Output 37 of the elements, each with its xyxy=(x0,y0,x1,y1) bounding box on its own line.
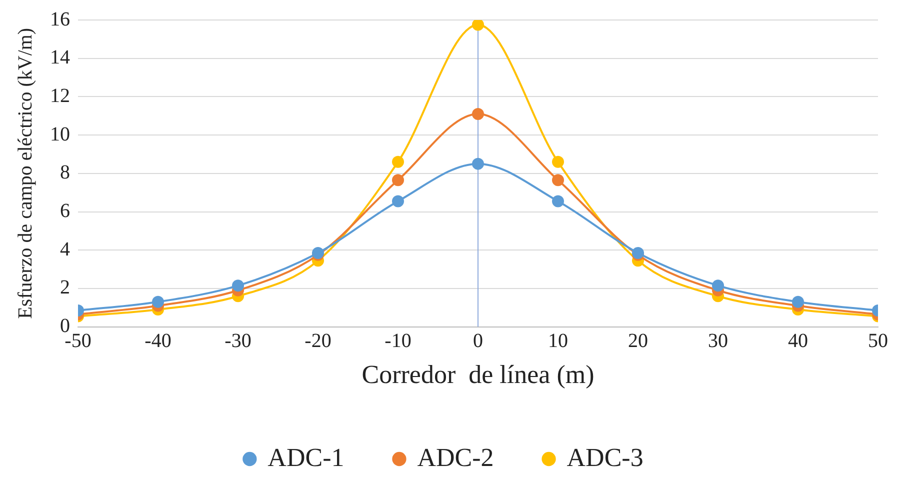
y-tick-label: 6 xyxy=(60,200,70,222)
point xyxy=(152,296,164,308)
point xyxy=(552,156,564,168)
legend-label: ADC-3 xyxy=(566,442,644,472)
x-tick-label: 50 xyxy=(868,330,888,352)
y-tick-label: 0 xyxy=(60,315,70,338)
y-tick-label: 2 xyxy=(60,276,70,299)
legend-label: ADC-2 xyxy=(417,442,494,472)
point xyxy=(392,195,404,208)
point xyxy=(712,280,724,292)
point xyxy=(472,108,484,120)
x-tick-label: 40 xyxy=(788,330,808,352)
y-tick-label: 10 xyxy=(50,123,70,146)
x-tick-label: -30 xyxy=(224,330,252,352)
y-axis-title: Esfuerzo de campo eléctrico (kV/m) xyxy=(14,28,36,319)
y-tick-label: 4 xyxy=(60,238,70,260)
x-tick-label: -40 xyxy=(144,330,172,352)
x-tick-label: 30 xyxy=(708,330,728,352)
x-tick-label: -10 xyxy=(384,330,412,352)
point xyxy=(552,195,564,208)
x-tick-label: 20 xyxy=(628,330,648,352)
x-axis-title: Corredor de línea (m) xyxy=(362,360,594,390)
y-tick-label: 12 xyxy=(50,84,70,107)
point xyxy=(552,174,564,186)
point xyxy=(392,156,404,168)
y-tick-label: 8 xyxy=(60,162,70,184)
x-tick-label: 0 xyxy=(473,330,483,352)
point xyxy=(392,174,404,186)
x-tick-label: 10 xyxy=(548,330,568,352)
point xyxy=(792,296,804,308)
point xyxy=(232,280,244,292)
x-tick-label: -20 xyxy=(304,330,332,352)
point xyxy=(472,20,484,31)
point xyxy=(472,158,484,170)
legend-label: ADC-1 xyxy=(268,442,344,472)
y-tick-label: 14 xyxy=(50,46,70,69)
y-tick-label: 16 xyxy=(50,8,70,30)
